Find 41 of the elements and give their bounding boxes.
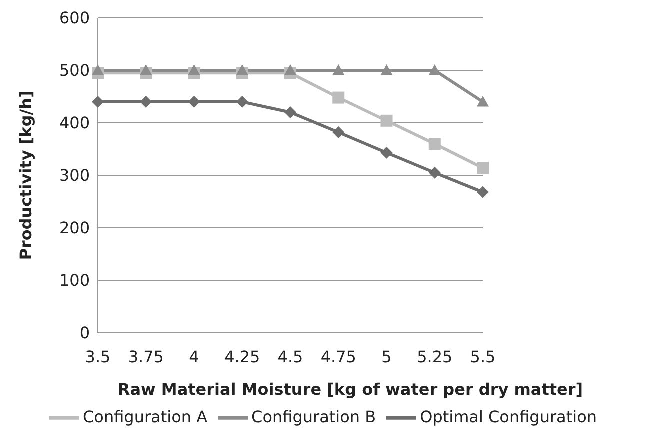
x-axis-title: Raw Material Moisture [kg of water per dry matter] [118, 380, 584, 399]
point [188, 96, 200, 108]
point [428, 138, 441, 150]
point [380, 146, 393, 159]
point [140, 64, 152, 76]
y-tick-label: 100 [59, 271, 90, 290]
point [380, 114, 393, 127]
point [428, 166, 441, 179]
x-tick-label: 4 [189, 347, 200, 366]
y-tick-label: 300 [59, 166, 90, 186]
legend-label: Optimal Configuration [420, 407, 598, 426]
point [477, 162, 489, 174]
y-tick-label: 400 [59, 114, 90, 133]
x-tick-label: 5 [382, 347, 392, 366]
x-tick-label: 4.5 [278, 347, 304, 366]
point [332, 126, 345, 138]
y-tick-label: 600 [59, 8, 90, 28]
x-tick-label: 4.25 [224, 347, 260, 366]
point [188, 64, 200, 76]
point [284, 64, 296, 76]
point [92, 96, 104, 108]
legend-label: Configuration A [82, 407, 208, 426]
x-tick-label: 3.75 [128, 347, 164, 366]
point [428, 64, 441, 76]
y-axis-title: Productivity [kg/h] [16, 90, 36, 260]
point [477, 186, 489, 198]
point [477, 96, 489, 107]
y-tick-label: 200 [59, 218, 90, 238]
x-tick-label: 5.5 [470, 347, 496, 366]
point [332, 92, 345, 104]
x-tick-label: 3.5 [85, 347, 111, 366]
point [332, 64, 345, 76]
x-tick-label: 5.25 [417, 347, 453, 366]
y-tick-label: 0 [80, 324, 90, 343]
point [380, 64, 393, 76]
x-tick-label: 4.75 [320, 347, 356, 366]
point [284, 106, 296, 118]
legend-label: Configuration B [252, 407, 376, 426]
point [92, 64, 104, 76]
y-tick-label: 500 [59, 61, 90, 80]
point [236, 64, 248, 76]
